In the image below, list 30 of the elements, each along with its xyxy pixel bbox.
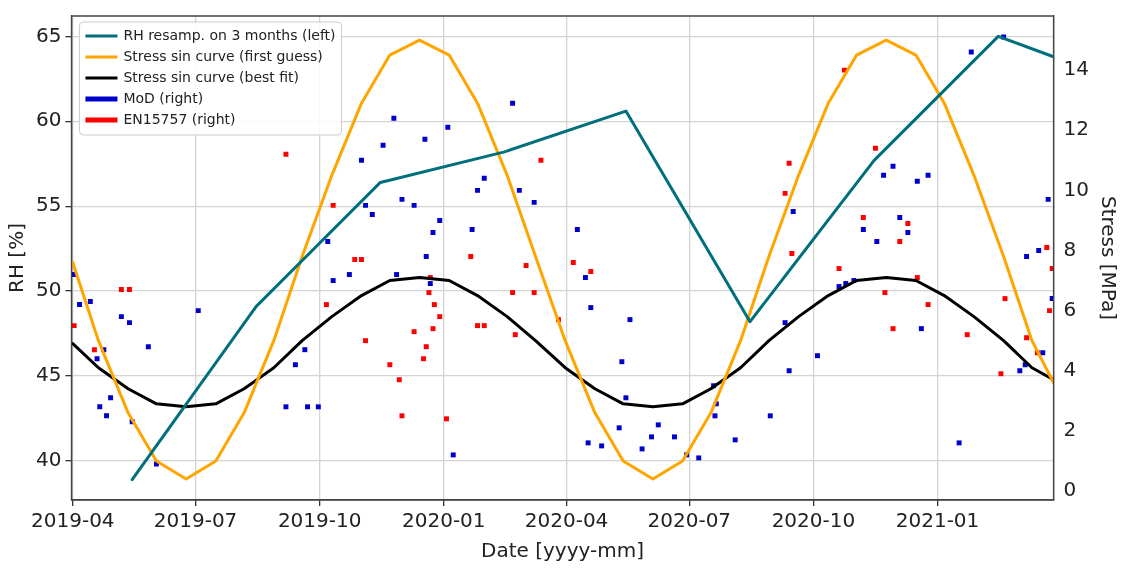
x-tick-label: 2021-01 xyxy=(895,508,980,533)
y-axis-title: RH [%] xyxy=(4,223,29,293)
x-tick-label: 2020-04 xyxy=(524,508,609,533)
x-tick-label: 2019-07 xyxy=(153,508,238,533)
y2-tick-label: 4 xyxy=(1063,356,1077,381)
y-tick-label: 50 xyxy=(36,277,62,302)
y2-axis-title: Stress [MPa] xyxy=(1096,195,1121,321)
x-tick-label: 2020-07 xyxy=(647,508,732,533)
x-tick-label: 2020-01 xyxy=(402,508,486,533)
legend-label: Stress sin curve (best fit) xyxy=(123,68,300,85)
x-tick-label: 2020-10 xyxy=(771,508,856,533)
x-axis-title: Date [yyyy-mm] xyxy=(481,538,644,563)
y2-tick-label: 0 xyxy=(1063,477,1077,502)
x-tick-label: 2019-04 xyxy=(31,508,115,533)
x-tick-label: 2019-10 xyxy=(277,508,362,533)
legend-label: RH resamp. on 3 months (left) xyxy=(123,26,336,43)
y2-tick-label: 8 xyxy=(1063,236,1077,261)
y2-tick-label: 6 xyxy=(1063,296,1077,321)
y-tick-label: 45 xyxy=(36,362,62,387)
legend-label: Stress sin curve (first guess) xyxy=(123,47,323,64)
legend-label: MoD (right) xyxy=(123,89,204,106)
y2-tick-label: 12 xyxy=(1063,116,1089,141)
y2-tick-label: 14 xyxy=(1063,56,1089,81)
y-tick-label: 65 xyxy=(36,22,62,47)
y2-tick-label: 10 xyxy=(1063,176,1089,201)
y-tick-label: 40 xyxy=(36,447,62,472)
legend-label: EN15757 (right) xyxy=(123,110,236,127)
y-tick-label: 60 xyxy=(36,107,62,132)
y2-tick-label: 2 xyxy=(1063,417,1077,442)
y-tick-label: 55 xyxy=(36,192,62,217)
